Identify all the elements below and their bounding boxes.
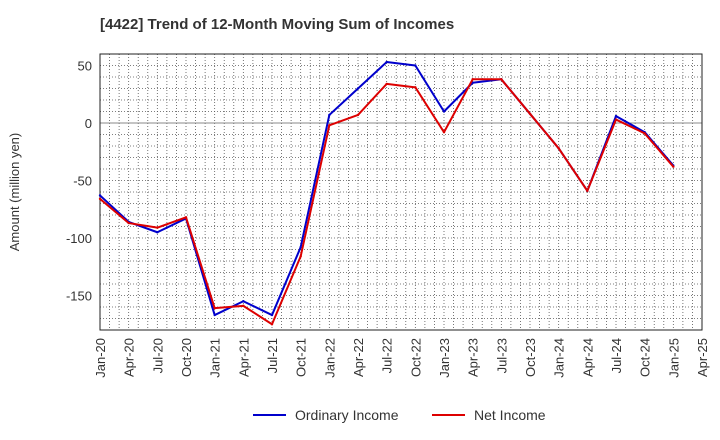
net-income-point [242,304,245,308]
net-income-point [156,226,159,229]
legend-label-ordinary-income: Ordinary Income [295,407,399,423]
x-tick-label: Oct-24 [638,338,653,377]
x-tick-label: Apr-24 [580,338,595,377]
legend-label-net-income: Net Income [474,407,546,423]
x-tick-label: Apr-25 [695,338,710,377]
net-income-point [614,118,618,121]
net-income-point [385,82,388,86]
y-axis-label: Amount (million yen) [7,133,22,252]
axis-labels: 50 0 -50 -100 -150 Jan-20 Apr-20 Jul-20 Oct-20 Ja… [66,59,710,378]
net-income-point [328,124,331,127]
ordinary-income-point [242,300,245,303]
x-tick-label: Jul-22 [380,338,395,373]
net-income-point [672,165,675,168]
ordinary-income-point [614,114,618,118]
net-income-point [356,113,360,117]
x-tick-label: Apr-21 [236,338,251,377]
net-income-point [213,306,216,310]
net-income-point [643,132,646,135]
x-tick-label: Oct-22 [408,338,423,377]
series-lines [98,60,675,326]
x-tick-label: Jul-20 [150,338,165,373]
chart-title: [4422] Trend of 12-Month Moving Sum of I… [100,16,455,33]
net-income-point [442,131,446,134]
net-income-point [414,86,417,89]
ordinary-income-point [270,313,274,317]
x-tick-label: Jan-25 [666,338,681,378]
net-income-point [500,78,503,81]
x-tick-label: Jan-21 [208,338,223,378]
x-tick-label: Jan-23 [437,338,452,378]
ordinary-income-point [299,246,302,249]
x-tick-label: Jan-20 [93,338,108,378]
ordinary-income-point [356,87,360,90]
x-tick-label: Oct-23 [523,338,538,377]
ordinary-income-point [156,231,159,234]
ordinary-income-point [385,60,388,64]
ordinary-income-point [414,64,417,67]
ordinary-income-point [98,194,102,197]
net-income-point [471,78,474,81]
x-tick-label: Jul-21 [265,338,280,373]
x-tick-label: Apr-20 [122,338,137,377]
y-tick-label: -150 [66,289,92,304]
net-income-point [528,112,532,116]
ordinary-income-point [213,313,216,317]
net-income-point [184,216,188,219]
ordinary-income-point [442,110,446,113]
ordinary-income-point [328,113,331,117]
plot-frame [99,53,703,331]
x-tick-label: Jan-22 [322,338,337,378]
net-income-point [270,323,274,326]
net-income-point [299,255,302,258]
x-tick-label: Oct-21 [294,338,309,377]
x-tick-label: Jul-23 [494,338,509,373]
x-tick-label: Oct-20 [179,338,194,377]
grid-lines [100,54,702,330]
y-tick-label: -50 [73,174,92,189]
y-tick-label: 0 [85,116,92,131]
net-income-point [98,197,102,201]
net-income-point [557,147,560,150]
y-tick-label: -100 [66,231,92,246]
x-tick-label: Jan-24 [552,338,567,378]
x-tick-label: Apr-23 [466,338,481,377]
x-tick-label: Jul-24 [609,338,624,373]
x-tick-label: Apr-22 [351,338,366,377]
net-income-point [586,189,589,193]
y-tick-label: 50 [78,59,92,74]
net-income-point [127,221,130,225]
legend: Ordinary Income Net Income [253,407,546,423]
